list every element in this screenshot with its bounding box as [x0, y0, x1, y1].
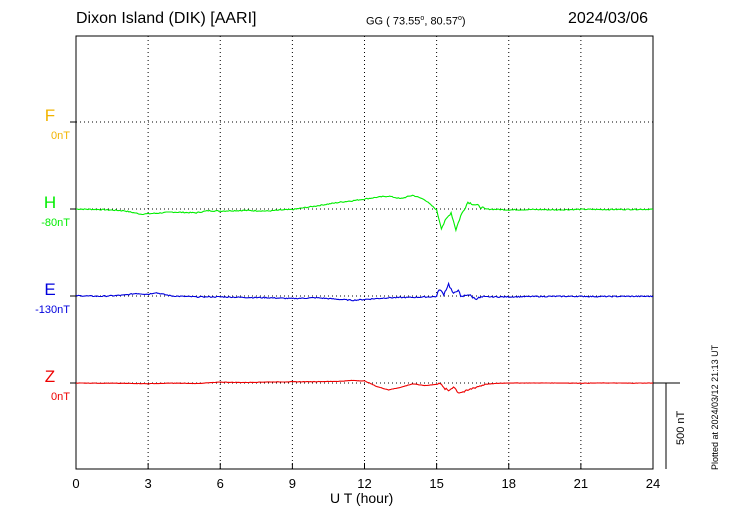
label-h: H [43, 193, 57, 212]
baseline-f: 0nT [51, 130, 70, 142]
station-coordinates: GG ( 73.55o, 80.57o) [366, 15, 466, 28]
baseline-lines [70, 121, 653, 384]
x-tick-label-21: 21 [574, 476, 588, 491]
x-tick-label-12: 12 [357, 476, 371, 491]
grid-lines [147, 36, 582, 469]
label-e: E [44, 280, 56, 299]
scale-bar [653, 382, 680, 469]
label-f: F [44, 106, 56, 125]
baseline-h: -80nT [41, 217, 70, 229]
x-tick-label-3: 3 [145, 476, 152, 491]
baseline-e: -130nT [35, 304, 70, 316]
x-tick-label-15: 15 [429, 476, 443, 491]
x-tick-label-18: 18 [502, 476, 516, 491]
x-axis: 0 3 6 9 12 15 18 21 24 [72, 463, 660, 491]
station-title: Dixon Island (DIK) [AARI] [76, 10, 257, 27]
series-h [76, 194, 654, 233]
x-tick-label-6: 6 [217, 476, 224, 491]
series-z [75, 379, 654, 394]
x-axis-label: U T (hour) [330, 490, 394, 506]
x-tick-label-24: 24 [646, 476, 660, 491]
x-tick-label-9: 9 [289, 476, 296, 491]
series-group [75, 194, 654, 394]
scale-label: 500 nT [675, 410, 687, 445]
label-z: Z [44, 367, 56, 386]
plotted-timestamp: Plotted at 2024/03/12 21:13 UT [710, 344, 720, 470]
x-tick-label-0: 0 [72, 476, 79, 491]
series-e [75, 281, 654, 302]
plot-date: 2024/03/06 [568, 10, 649, 27]
baseline-z: 0nT [51, 391, 70, 403]
